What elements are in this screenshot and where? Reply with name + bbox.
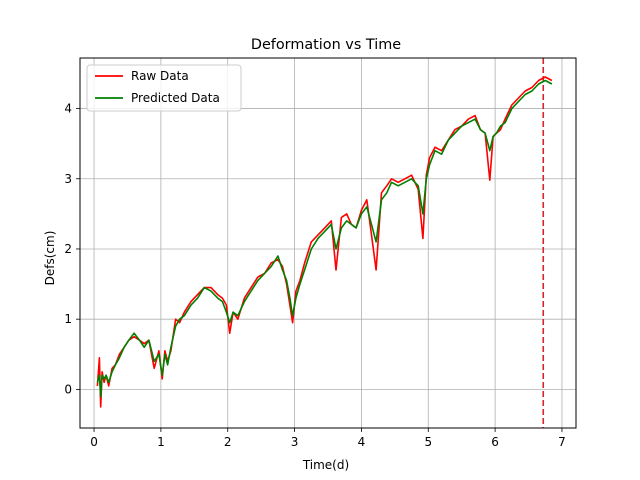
- x-tick-label: 6: [491, 435, 499, 449]
- chart-title: Deformation vs Time: [251, 37, 401, 53]
- legend: Raw Data Predicted Data: [86, 64, 242, 112]
- y-tick-label: 2: [64, 242, 72, 256]
- y-tick-label: 0: [64, 382, 72, 396]
- x-axis-label: Time(d): [302, 458, 349, 472]
- x-tick-label: 3: [291, 435, 299, 449]
- x-tick-label: 2: [224, 435, 232, 449]
- y-tick-label: 4: [64, 102, 72, 116]
- x-tick-label: 1: [157, 435, 165, 449]
- y-tick-label: 3: [64, 172, 72, 186]
- x-tick-label: 5: [424, 435, 432, 449]
- y-tick-label: 1: [64, 312, 72, 326]
- x-tick-label: 7: [558, 435, 566, 449]
- legend-label-predicted-data: Predicted Data: [131, 91, 220, 105]
- series-layer: [96, 76, 553, 408]
- plot-frame: [79, 57, 577, 429]
- series-line-predicted-data: [96, 79, 553, 398]
- x-tick-label: 4: [358, 435, 366, 449]
- y-axis-label: Defs(cm): [43, 231, 57, 286]
- legend-label-raw-data: Raw Data: [131, 69, 189, 83]
- x-tick-label: 0: [90, 435, 98, 449]
- grid: [80, 58, 576, 428]
- tick-layer: 0 1 2 3 4 5 6 7 0 1 2 3 4: [64, 102, 565, 449]
- legend-box: [86, 64, 242, 112]
